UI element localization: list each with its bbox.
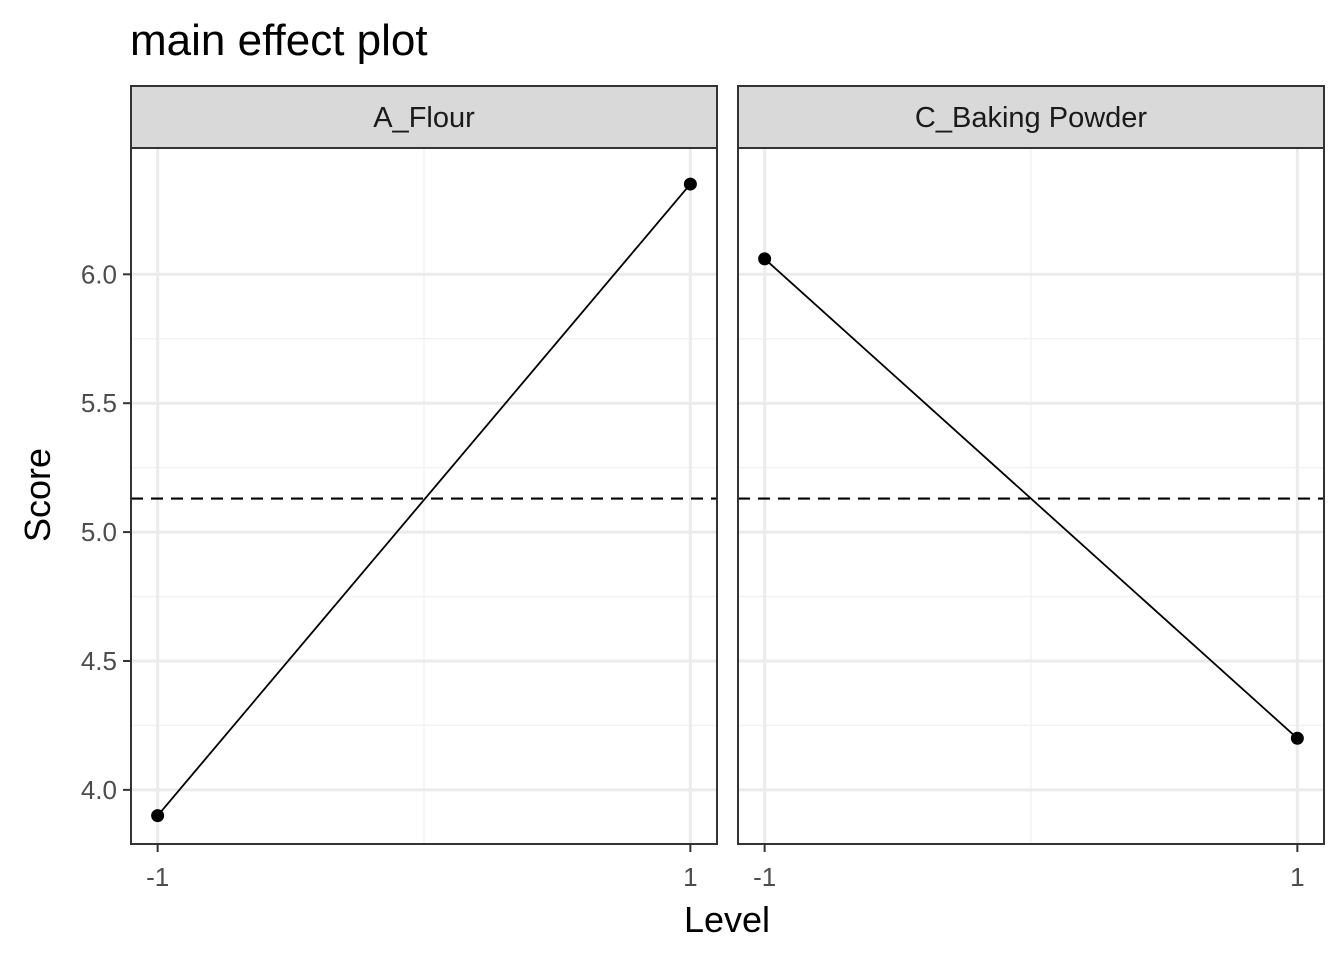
x-tick-label: 1	[683, 862, 697, 892]
y-axis: 4.0 4.5 5.0 5.5 6.0	[81, 259, 131, 805]
y-tick-label: 4.5	[81, 646, 117, 676]
facet-panels: A_Flour -1 1 C_Baking Powder -1 1	[130, 85, 1325, 892]
facet-strip	[737, 85, 1325, 149]
data-point	[151, 809, 165, 823]
series-line	[156, 183, 692, 817]
facet-panel: A_Flour -1 1	[130, 85, 718, 892]
y-tick-label: 5.5	[81, 388, 117, 418]
y-tick-label: 6.0	[81, 259, 117, 289]
x-axis-title: Level	[684, 899, 770, 940]
y-axis-title: Score	[17, 448, 58, 542]
facet-strip-label: A_Flour	[373, 102, 475, 134]
y-tick-label: 4.0	[81, 775, 117, 805]
series-line	[764, 258, 1298, 739]
x-tick-label: -1	[146, 862, 169, 892]
chart-title: main effect plot	[130, 16, 428, 65]
y-tick-label: 5.0	[81, 517, 117, 547]
x-tick-label: 1	[1290, 862, 1304, 892]
data-point	[758, 252, 772, 266]
facet-strip	[130, 85, 718, 149]
facet-strip-label: C_Baking Powder	[915, 102, 1147, 134]
facet-panel: C_Baking Powder -1 1	[737, 85, 1325, 892]
x-tick-label: -1	[753, 862, 776, 892]
data-point	[1290, 731, 1304, 745]
data-point	[683, 177, 697, 191]
